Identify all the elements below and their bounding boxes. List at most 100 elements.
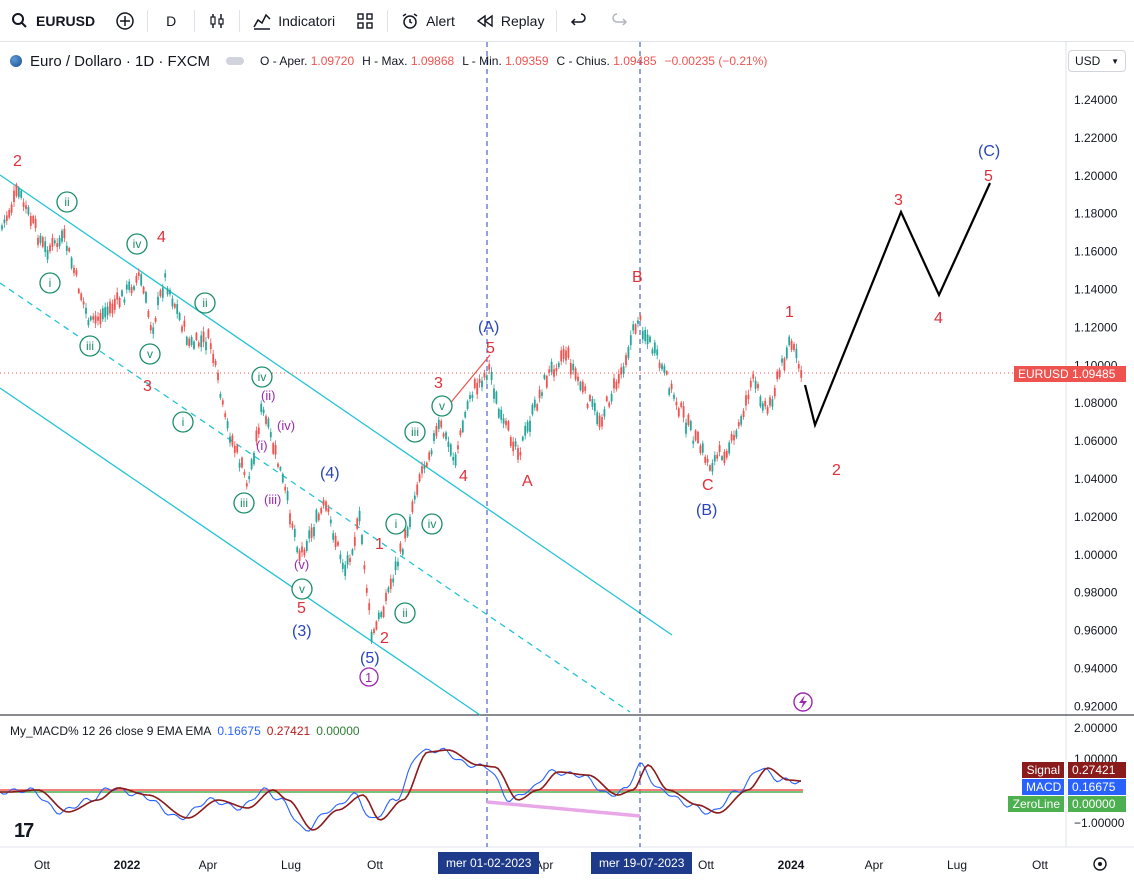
candle-body (745, 395, 747, 406)
wave-label-green[interactable]: iii (86, 339, 94, 353)
lightning-icon[interactable] (793, 692, 813, 712)
candle-body (778, 369, 781, 378)
wave-label-red[interactable]: 3 (434, 375, 443, 392)
wave-label-green[interactable]: iv (133, 237, 142, 251)
wave-label-red[interactable]: 5 (984, 168, 993, 185)
divergence-line[interactable] (486, 800, 641, 818)
legend-title[interactable]: Euro / Dollaro · 1D · FXCM (30, 52, 211, 70)
candle-body (713, 455, 716, 462)
wave-label-green[interactable]: iii (240, 496, 248, 510)
wave-label-blue[interactable]: (C) (978, 143, 1000, 160)
wave-label-blue[interactable]: (3) (292, 623, 312, 640)
candle-body (49, 245, 51, 252)
wave-label-red[interactable]: 1 (375, 536, 384, 553)
candle-body (601, 417, 603, 427)
undo-button[interactable] (559, 0, 599, 42)
plus-circle-icon (116, 11, 134, 30)
wave-label-blue[interactable]: (B) (696, 502, 717, 519)
wave-label-red[interactable]: B (632, 269, 643, 286)
indicators-button[interactable]: Indicatori (242, 0, 345, 42)
wave-label-blue[interactable]: (4) (320, 465, 340, 482)
candle-body (243, 471, 246, 475)
wave-label-red[interactable]: 1 (785, 304, 794, 321)
wave-label-red[interactable]: 2 (832, 462, 841, 479)
compare-button[interactable] (105, 0, 145, 42)
signal-value-tag: 0.27421 (1068, 762, 1126, 778)
candle-body (675, 401, 678, 406)
wave-label-green[interactable]: iii (411, 425, 419, 439)
wave-label-purple[interactable]: (iv) (277, 418, 295, 433)
ohlc-open: O - Aper. 1.09720 (260, 54, 354, 68)
wave-label-green[interactable]: iv (428, 517, 437, 531)
ohlc-low: L - Min. 1.09359 (462, 54, 548, 68)
candle-body (581, 381, 584, 393)
wave-label-green[interactable]: i (182, 415, 185, 429)
wave-label-green[interactable]: v (147, 347, 153, 361)
candle-body (788, 336, 791, 346)
wave-label-blue[interactable]: (5) (360, 650, 380, 667)
candle-body (471, 394, 474, 399)
wave-label-green[interactable]: i (49, 276, 52, 290)
candle-body (298, 550, 301, 561)
wave-label-green[interactable]: v (299, 582, 305, 596)
alert-button[interactable]: Alert (390, 0, 465, 42)
wave-label-blue[interactable]: (A) (478, 319, 499, 336)
candle-body (646, 334, 649, 345)
settings-gear-icon[interactable] (1093, 857, 1107, 871)
candle-body (521, 436, 524, 441)
wave-label-red[interactable]: 5 (297, 600, 306, 617)
interval-button[interactable]: D (150, 0, 192, 42)
wave-label-green[interactable]: ii (402, 606, 407, 620)
wave-label-red[interactable]: C (702, 477, 714, 494)
wave-label-red[interactable]: 3 (143, 378, 152, 395)
candle-body (394, 561, 397, 571)
wave-label-purple[interactable]: (ii) (261, 388, 275, 403)
wave-label-circle (39, 272, 61, 294)
wave-label-green[interactable]: i (395, 517, 398, 531)
layouts-button[interactable] (345, 0, 385, 42)
channel-lower-line[interactable] (0, 387, 481, 716)
redo-button[interactable] (599, 0, 639, 42)
macd-legend-name[interactable]: My_MACD% 12 26 close 9 EMA EMA (10, 724, 212, 738)
candle-body (466, 401, 469, 409)
wave-label-green[interactable]: v (439, 399, 445, 413)
wave-label-red[interactable]: 3 (894, 192, 903, 209)
candle-body (519, 452, 522, 456)
candle-body (238, 462, 241, 468)
channel-upper-line[interactable] (0, 174, 673, 636)
legend-toggle-icon[interactable] (226, 57, 245, 65)
wave-label-purple[interactable]: (iii) (264, 492, 281, 507)
wave-label-red[interactable]: A (522, 473, 533, 490)
wave-label-red[interactable]: 4 (934, 310, 943, 327)
projection-path[interactable] (803, 182, 992, 429)
candle-body (137, 272, 140, 276)
wave-label-purple[interactable]: (i) (256, 438, 268, 453)
tradingview-logo[interactable]: 17 (14, 820, 34, 842)
price-axis-label: 0.96000 (1074, 624, 1118, 638)
wave-label-green[interactable]: iv (258, 370, 267, 384)
macd-line (0, 747, 802, 832)
replay-button[interactable]: Replay (465, 0, 555, 42)
wave-label-green[interactable]: ii (64, 195, 69, 209)
wave-label-purple[interactable]: 1 (365, 670, 372, 685)
wave-label-red[interactable]: 4 (459, 468, 468, 485)
candle-body (608, 402, 611, 407)
candle-body (529, 420, 531, 432)
candle-body (202, 331, 205, 343)
wave-label-red[interactable]: 5 (486, 340, 495, 357)
price-axis-label: 0.92000 (1074, 699, 1118, 713)
chart-type-button[interactable] (197, 0, 237, 42)
candle-body (224, 413, 227, 418)
ohlc-high: H - Max. 1.09868 (362, 54, 454, 68)
wave-label-red[interactable]: 2 (380, 630, 389, 647)
wave-label-purple[interactable]: (v) (294, 557, 309, 572)
rewind-icon (476, 14, 493, 27)
wave-label-red[interactable]: 4 (157, 229, 166, 246)
symbol-search-button[interactable]: EURUSD (0, 0, 105, 42)
wave-label-red[interactable]: 2 (13, 153, 22, 170)
currency-selector[interactable]: USD ▼ (1068, 50, 1126, 72)
wave-label-green[interactable]: ii (202, 296, 207, 310)
candle-body (488, 364, 491, 370)
candle-body (205, 341, 207, 350)
